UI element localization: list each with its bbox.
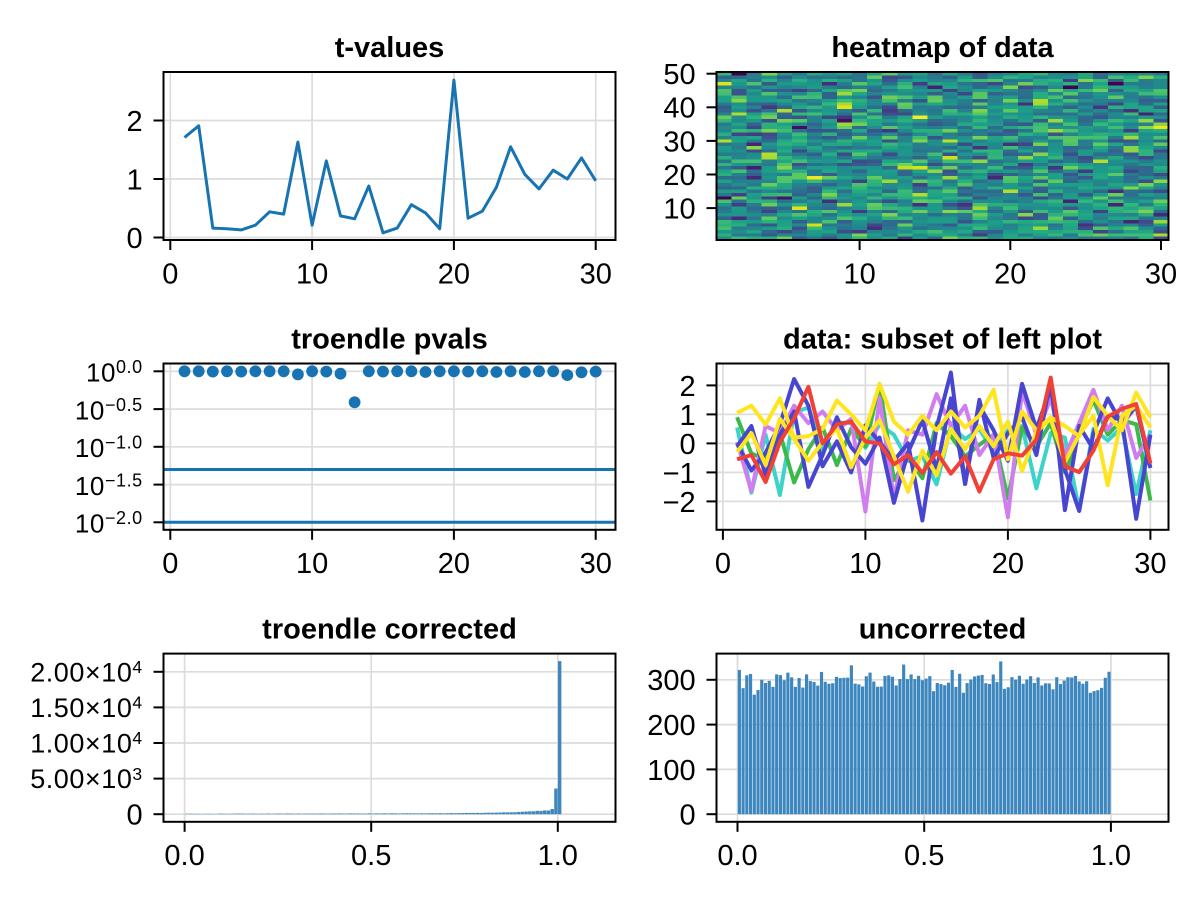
svg-text:0: 0 <box>127 223 143 255</box>
svg-text:20: 20 <box>438 548 470 580</box>
svg-text:heatmap of data: heatmap of data <box>831 32 1054 64</box>
svg-text:5.00×103: 5.00×103 <box>30 764 143 794</box>
svg-text:10: 10 <box>296 548 328 580</box>
svg-text:20: 20 <box>663 160 695 192</box>
svg-text:30: 30 <box>580 258 612 290</box>
svg-text:300: 300 <box>647 665 695 697</box>
svg-text:0.0: 0.0 <box>164 840 204 872</box>
svg-text:10−1.0: 10−1.0 <box>75 433 143 464</box>
svg-text:10: 10 <box>663 194 695 226</box>
svg-text:30: 30 <box>580 548 612 580</box>
svg-text:0.5: 0.5 <box>351 840 391 872</box>
svg-text:t-values: t-values <box>335 32 445 64</box>
svg-text:0: 0 <box>715 548 731 580</box>
svg-text:200: 200 <box>647 710 695 742</box>
svg-text:50: 50 <box>663 59 695 91</box>
svg-text:data: subset of left plot: data: subset of left plot <box>783 323 1102 355</box>
svg-text:2: 2 <box>680 371 696 403</box>
svg-text:30: 30 <box>663 126 695 158</box>
svg-text:1.0: 1.0 <box>1091 840 1131 872</box>
svg-text:1: 1 <box>680 400 696 432</box>
svg-text:20: 20 <box>994 258 1026 290</box>
svg-text:1: 1 <box>127 164 143 196</box>
svg-text:0: 0 <box>680 429 696 461</box>
svg-text:−1: −1 <box>663 458 696 490</box>
svg-text:10: 10 <box>849 548 881 580</box>
svg-text:0: 0 <box>127 800 143 832</box>
svg-text:1.00×104: 1.00×104 <box>30 728 143 758</box>
svg-text:20: 20 <box>438 258 470 290</box>
svg-text:uncorrected: uncorrected <box>859 613 1027 645</box>
svg-text:0: 0 <box>680 800 696 832</box>
svg-text:10−0.5: 10−0.5 <box>75 395 143 426</box>
svg-text:−2: −2 <box>663 487 696 519</box>
svg-text:2: 2 <box>127 106 143 138</box>
svg-text:troendle pvals: troendle pvals <box>291 323 488 355</box>
svg-text:10: 10 <box>296 258 328 290</box>
svg-text:0: 0 <box>162 258 178 290</box>
svg-text:20: 20 <box>992 548 1024 580</box>
svg-text:10−2.0: 10−2.0 <box>75 508 143 539</box>
svg-text:2.00×104: 2.00×104 <box>30 657 143 687</box>
svg-text:30: 30 <box>1134 548 1166 580</box>
svg-text:100: 100 <box>647 755 695 787</box>
svg-text:0: 0 <box>162 548 178 580</box>
svg-text:0.5: 0.5 <box>904 840 944 872</box>
svg-text:30: 30 <box>1145 258 1177 290</box>
svg-text:10−1.5: 10−1.5 <box>75 470 143 501</box>
svg-text:10: 10 <box>843 258 875 290</box>
svg-text:1.50×104: 1.50×104 <box>30 693 143 723</box>
svg-text:troendle corrected: troendle corrected <box>262 613 517 645</box>
svg-text:100.0: 100.0 <box>86 357 143 388</box>
svg-text:1.0: 1.0 <box>538 840 578 872</box>
svg-text:40: 40 <box>663 93 695 125</box>
svg-text:0.0: 0.0 <box>717 840 757 872</box>
